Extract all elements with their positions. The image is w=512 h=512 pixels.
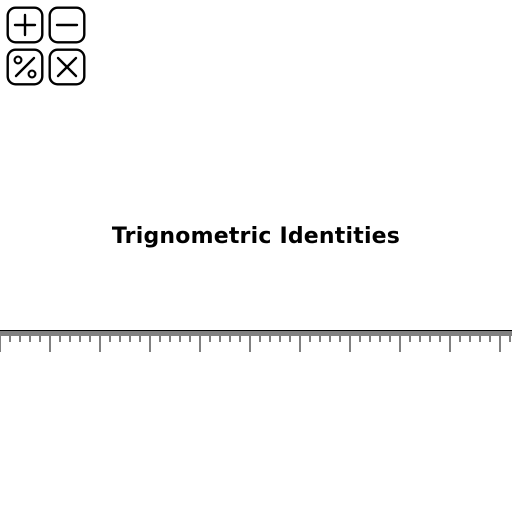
ruler [0, 330, 512, 360]
page-canvas: Trignometric Identities [0, 0, 512, 512]
minus-icon [48, 6, 86, 44]
page-title: Trignometric Identities [0, 224, 512, 249]
plus-icon [6, 6, 44, 44]
times-icon [48, 48, 86, 86]
operator-icons [6, 6, 86, 86]
percent-icon [6, 48, 44, 86]
